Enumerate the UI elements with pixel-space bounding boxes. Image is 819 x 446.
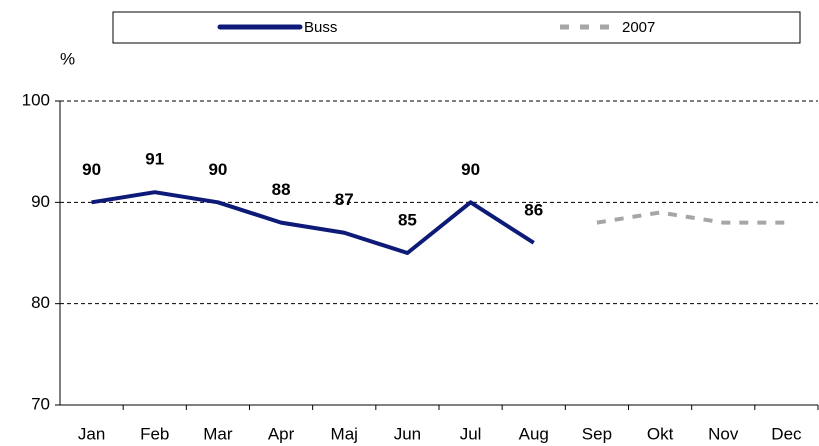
data-label: 90	[461, 160, 480, 179]
data-label: 90	[82, 160, 101, 179]
y-tick-label: 70	[31, 394, 50, 413]
legend-label: Buss	[304, 19, 337, 36]
data-label: 90	[208, 160, 227, 179]
x-tick-label: Jan	[78, 424, 105, 443]
x-tick-label: Aug	[519, 424, 549, 443]
legend-box	[112, 11, 801, 44]
y-tick-label: 80	[31, 293, 50, 312]
data-label: 86	[524, 200, 543, 219]
series-line	[596, 210, 787, 225]
series-line	[91, 190, 535, 255]
y-tick-label: 100	[22, 90, 50, 109]
y-tick-label: 90	[31, 192, 50, 211]
x-tick-label: Dec	[771, 424, 802, 443]
y-axis-label: %	[60, 49, 75, 68]
data-label: 88	[272, 180, 291, 199]
x-tick-label: Feb	[140, 424, 169, 443]
x-tick-label: Okt	[647, 424, 674, 443]
legend-label: 2007	[622, 19, 655, 36]
data-label: 91	[145, 150, 164, 169]
x-tick-label: Maj	[331, 424, 358, 443]
x-tick-label: Jun	[394, 424, 421, 443]
x-tick-label: Jul	[460, 424, 482, 443]
data-label: 87	[335, 190, 354, 209]
x-tick-label: Apr	[268, 424, 295, 443]
data-label: 85	[398, 210, 417, 229]
x-tick-label: Nov	[708, 424, 739, 443]
x-tick-label: Mar	[203, 424, 233, 443]
x-tick-label: Sep	[582, 424, 612, 443]
